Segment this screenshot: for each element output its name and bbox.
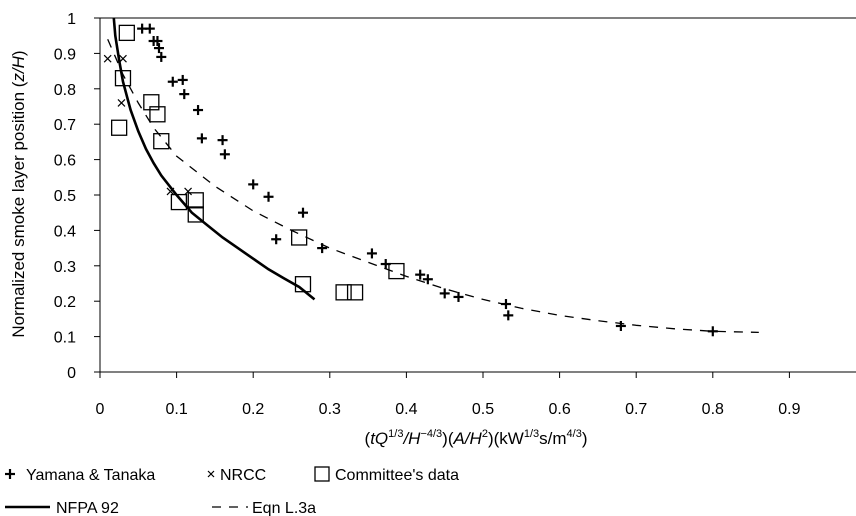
x-axis-label: (tQ1/3/H−4/3)(A/H2)(kW1/3s/m4/3): [365, 428, 588, 448]
legend-item-yamana: Yamana & Tanaka: [5, 467, 155, 484]
y-tick-label: 0.2: [54, 294, 76, 311]
legend-label-eqn: Eqn L.3a: [252, 500, 316, 516]
committee-data-point: [118, 24, 135, 42]
committee-data-point: [114, 70, 132, 87]
legend-item-nrcc: NRCC: [207, 467, 266, 484]
y-tick-label: 0.8: [54, 82, 76, 99]
committee-data-point: [187, 192, 204, 209]
x-tick-label: 0.2: [242, 401, 264, 418]
nrcc-point: [119, 54, 127, 63]
legend-marker-square: [314, 466, 330, 482]
x-tick-label: 0.8: [702, 401, 724, 418]
yamana-tanaka-point: [193, 105, 204, 116]
ticks: [94, 17, 790, 378]
yamana-tanaka-point: [217, 135, 228, 146]
x-tick-label: 0.5: [472, 401, 494, 418]
y-tick-label: 0.7: [54, 117, 76, 134]
nrcc-point: [184, 187, 193, 196]
committee-data-point: [346, 284, 364, 301]
committee-data-point: [335, 284, 352, 301]
legend-item-nfpa: NFPA 92: [5, 500, 119, 516]
yamana-tanaka-point: [422, 274, 433, 285]
x-tick-label: 0.6: [548, 401, 570, 418]
legend-label-yamana: Yamana & Tanaka: [26, 467, 155, 484]
yamana-tanaka-point: [179, 89, 190, 100]
y-tick-label: 0.9: [54, 46, 76, 63]
yamana-tanaka-point: [152, 36, 163, 47]
legend-item-committee: Committee's data: [314, 466, 459, 484]
committee-data-point: [149, 106, 166, 123]
legend-label-committee: Committee's data: [335, 467, 459, 484]
committee-data-point: [388, 262, 405, 280]
committee-data-point: [187, 206, 204, 223]
plot-lines: [107, 17, 759, 334]
x-tick-label: 0.9: [778, 401, 800, 418]
yamana-tanaka-point: [248, 179, 259, 190]
y-tick-label: 0.4: [54, 223, 76, 240]
yamana-tanaka-point: [707, 326, 718, 337]
x-tick-label: 0.7: [625, 401, 647, 418]
yamana-tanaka-point: [153, 43, 164, 54]
eqn-l3a-curve: [107, 38, 759, 334]
x-tick-label: 0.1: [165, 401, 187, 418]
yamana-tanaka-point: [271, 234, 282, 245]
tick-labels: 0 0.1 0.2 0.3 0.4 0.5 0.6 0.7 0.8 0.9 0 0.1 0.2 0.3 0.…: [54, 11, 801, 418]
yamana-tanaka-point: [219, 149, 230, 160]
y-tick-label: 0.3: [54, 259, 76, 276]
yamana-tanaka-point: [297, 207, 308, 218]
legend: Yamana & Tanaka NRCC Committee's data NF…: [5, 466, 459, 516]
nfpa-92-curve: [112, 17, 316, 301]
y-tick-label: 0.1: [54, 330, 76, 347]
yamana-tanaka-point: [439, 288, 450, 299]
legend-label-nrcc: NRCC: [220, 467, 266, 484]
y-axis-label: Normalized smoke layer position (z/H): [9, 50, 28, 337]
committee-data-point: [291, 229, 308, 246]
yamana-tanaka-point: [177, 74, 188, 85]
nrcc-point: [117, 99, 126, 107]
y-tick-label: 0.5: [54, 188, 76, 205]
yamana-tanaka-point: [156, 51, 167, 62]
committee-data-point: [153, 133, 170, 150]
yamana-tanaka-point: [366, 248, 377, 259]
nrcc-point: [103, 54, 112, 63]
committee-data-point: [143, 94, 160, 111]
yamana-tanaka-point: [500, 299, 511, 310]
y-tick-label: 0: [67, 365, 76, 382]
committee-data-point: [111, 119, 128, 136]
yamana-tanaka-point: [503, 310, 514, 321]
yamana-tanaka-point: [196, 133, 207, 144]
nrcc-point: [166, 187, 175, 196]
committee-data-point: [294, 276, 312, 293]
legend-label-nfpa: NFPA 92: [56, 500, 119, 516]
legend-marker-plus: [5, 469, 15, 479]
plot-markers: [103, 23, 718, 337]
yamana-tanaka-point: [415, 269, 426, 280]
x-tick-label: 0.3: [319, 401, 341, 418]
y-tick-label: 0.6: [54, 153, 76, 170]
x-tick-label: 0.4: [395, 401, 417, 418]
yamana-tanaka-point: [615, 320, 626, 331]
legend-marker-x: [207, 470, 215, 478]
yamana-tanaka-point: [263, 191, 274, 202]
yamana-tanaka-point: [453, 291, 464, 302]
legend-item-eqn: Eqn L.3a: [212, 500, 316, 516]
yamana-tanaka-point: [144, 23, 155, 34]
committee-data-point: [170, 193, 188, 211]
yamana-tanaka-point: [167, 76, 178, 87]
x-tick-label: 0: [96, 401, 105, 418]
yamana-tanaka-point: [317, 243, 328, 254]
axes: [99, 17, 856, 373]
y-tick-label: 1: [67, 11, 76, 28]
